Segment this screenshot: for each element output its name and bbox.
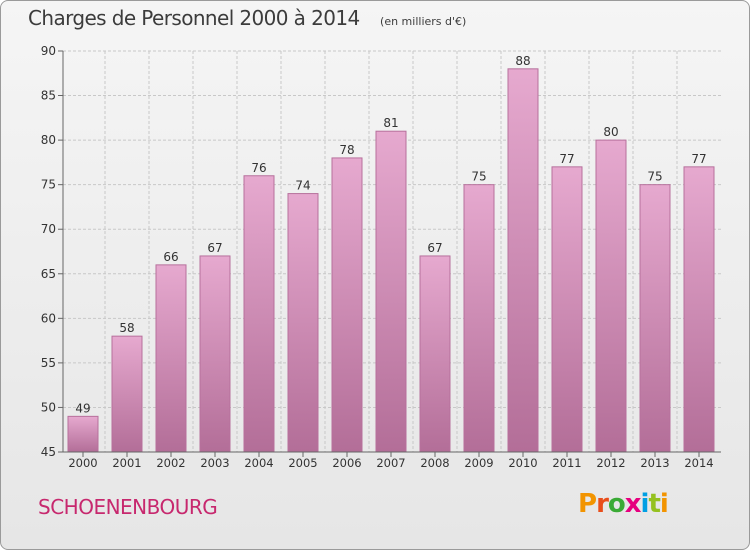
logo-letter: t xyxy=(648,489,660,519)
y-tick-label: 70 xyxy=(41,222,56,236)
x-tick-label: 2000 xyxy=(68,456,97,470)
x-tick-label: 2003 xyxy=(200,456,229,470)
chart-unit: (en milliers d'€) xyxy=(380,15,467,28)
chart-title: Charges de Personnel 2000 à 2014 xyxy=(28,6,360,30)
y-tick-label: 85 xyxy=(41,89,56,103)
logo-letter: i xyxy=(640,489,650,519)
bar-value-label: 78 xyxy=(339,143,354,157)
bar xyxy=(199,255,231,453)
y-tick-label: 55 xyxy=(41,356,56,370)
x-tick-label: 2006 xyxy=(332,456,361,470)
y-tick-label: 75 xyxy=(41,178,56,192)
bar-value-label: 49 xyxy=(75,401,90,415)
y-tick-label: 80 xyxy=(41,133,56,147)
bar-value-label: 74 xyxy=(295,179,310,193)
bar xyxy=(375,130,407,453)
logo-letter: i xyxy=(659,489,669,519)
x-tick-label: 2012 xyxy=(596,456,625,470)
logo-letter: x xyxy=(624,489,642,519)
axes: 45 50 55 60 65 70 75 80 85 90 2000 2001 2002 2003 2004… xyxy=(41,44,721,470)
bar-value-label: 58 xyxy=(119,321,134,335)
bar xyxy=(507,68,539,453)
bar xyxy=(639,184,671,453)
bar xyxy=(67,415,99,453)
bar-value-label: 67 xyxy=(207,241,222,255)
town-name: SCHOENENBOURG xyxy=(38,495,218,519)
x-tick-label: 2005 xyxy=(288,456,317,470)
x-tick-label: 2004 xyxy=(244,456,273,470)
title-row: Charges de Personnel 2000 à 2014 (en mil… xyxy=(28,6,466,30)
proxiti-logo[interactable]: Proxiti xyxy=(578,489,669,519)
logo-letter: P xyxy=(578,489,597,519)
x-tick-label: 2010 xyxy=(508,456,537,470)
x-tick-label: 2001 xyxy=(112,456,141,470)
x-tick-label: 2007 xyxy=(376,456,405,470)
bar-value-label: 75 xyxy=(647,170,662,184)
y-tick-label: 60 xyxy=(41,311,56,325)
bar xyxy=(683,166,715,453)
bar-value-label: 80 xyxy=(603,125,618,139)
bar-value-label: 66 xyxy=(163,250,178,264)
y-tick-label: 65 xyxy=(41,267,56,281)
y-tick-label: 50 xyxy=(41,400,56,414)
bar xyxy=(331,157,363,453)
bar xyxy=(287,193,319,453)
bar xyxy=(463,184,495,453)
bar-value-label: 77 xyxy=(691,152,706,166)
bar-value-label: 77 xyxy=(559,152,574,166)
logo-letter: o xyxy=(607,489,626,519)
y-tick-label: 45 xyxy=(41,445,56,459)
x-tick-label: 2009 xyxy=(464,456,493,470)
bar-value-label: 76 xyxy=(251,161,266,175)
bar-value-label: 81 xyxy=(383,116,398,130)
x-tick-label: 2011 xyxy=(552,456,581,470)
bars: 49 58 66 67 76 74 78 81 67 75 88 77 80 75 77 xyxy=(67,54,715,453)
y-tick-label: 90 xyxy=(41,44,56,58)
x-tick-label: 2013 xyxy=(640,456,669,470)
bar xyxy=(111,335,143,453)
bar-value-label: 75 xyxy=(471,170,486,184)
bar xyxy=(419,255,451,453)
bar xyxy=(155,264,187,453)
bar xyxy=(551,166,583,453)
bar-value-label: 88 xyxy=(515,54,530,68)
gridlines xyxy=(63,50,721,453)
x-tick-label: 2014 xyxy=(684,456,713,470)
bar-value-label: 67 xyxy=(427,241,442,255)
x-tick-label: 2002 xyxy=(156,456,185,470)
bar xyxy=(595,139,627,453)
bar xyxy=(243,175,275,453)
logo-letter: r xyxy=(596,489,609,519)
x-tick-label: 2008 xyxy=(420,456,449,470)
